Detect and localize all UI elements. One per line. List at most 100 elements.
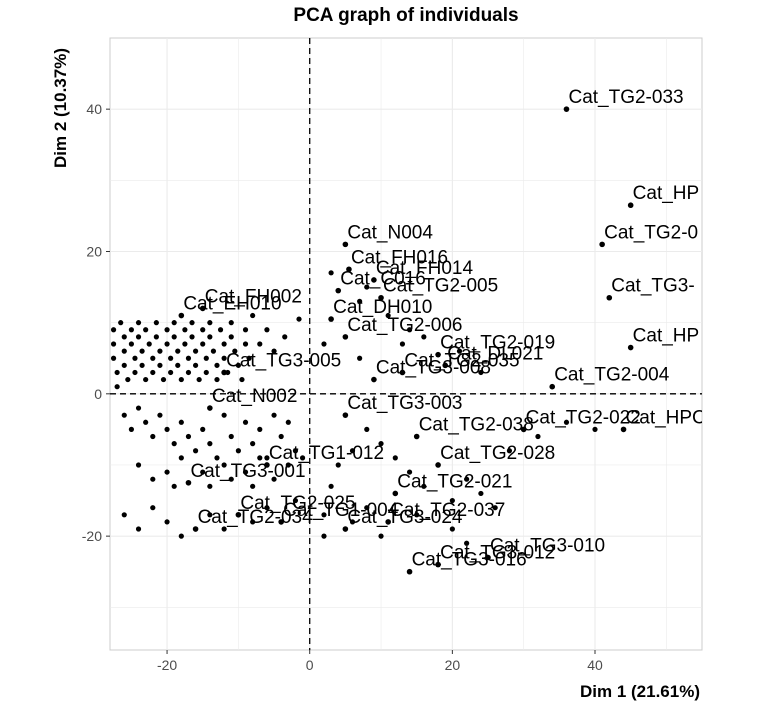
data-point xyxy=(328,270,334,276)
data-point xyxy=(278,433,284,440)
data-point xyxy=(214,362,220,368)
data-point xyxy=(271,412,277,418)
data-point xyxy=(214,455,220,461)
plot-area: Cat_TG2-033 Cat_HP Cat_TG2-0 Cat_TG3- Cat_HP… xyxy=(109,37,703,651)
point-label: Cat_TG2-025 xyxy=(240,493,355,514)
point-label: Cat_TG2-004 xyxy=(554,365,670,386)
data-point xyxy=(385,312,391,319)
data-point xyxy=(271,476,277,482)
data-point xyxy=(164,519,170,525)
data-point xyxy=(200,426,206,432)
point-label: Cat_HP xyxy=(633,326,700,347)
point-label: Cat_TG1-012 xyxy=(269,443,384,464)
data-point xyxy=(185,369,192,376)
data-point xyxy=(378,533,384,539)
data-point xyxy=(214,376,220,383)
data-point xyxy=(257,426,263,432)
data-point xyxy=(128,327,134,333)
y-tick-label: 20 xyxy=(86,243,102,259)
data-point xyxy=(335,287,342,294)
point-label: Cat_TG3-008 xyxy=(376,358,491,379)
data-point xyxy=(285,419,291,425)
data-point xyxy=(175,348,181,354)
data-point xyxy=(235,511,242,518)
x-axis-label: Dim 1 (21.61%) xyxy=(580,682,700,701)
data-point xyxy=(157,348,163,354)
data-point xyxy=(178,312,185,319)
data-point xyxy=(168,355,174,361)
data-point xyxy=(153,334,159,340)
data-point xyxy=(139,348,145,354)
data-point xyxy=(242,419,249,425)
data-point xyxy=(342,412,349,418)
data-point xyxy=(435,351,441,358)
data-point xyxy=(232,348,238,354)
data-point xyxy=(285,462,291,468)
data-point xyxy=(135,320,142,326)
data-point xyxy=(371,376,377,383)
point-label: Cat_TG2-038 xyxy=(419,415,534,436)
data-point xyxy=(563,419,570,425)
point-label: Cat_TG3-012 xyxy=(440,543,555,564)
data-point xyxy=(203,369,209,376)
data-point xyxy=(321,512,327,518)
data-point xyxy=(413,433,420,440)
point-label: Cat_TG2-028 xyxy=(440,443,555,464)
data-point xyxy=(110,327,117,333)
data-point xyxy=(606,294,613,301)
data-point xyxy=(406,568,413,575)
data-point xyxy=(150,355,156,361)
data-point xyxy=(349,519,356,525)
data-point xyxy=(627,202,634,209)
data-point xyxy=(492,505,498,511)
data-point xyxy=(178,419,184,425)
data-point xyxy=(135,405,142,411)
reference-lines xyxy=(110,38,702,650)
data-point xyxy=(456,348,463,354)
data-point xyxy=(328,483,334,489)
point-label: Cat_FH002 xyxy=(205,286,302,307)
data-point xyxy=(192,448,199,454)
data-point xyxy=(228,320,234,326)
data-point xyxy=(143,327,149,333)
data-point xyxy=(242,327,249,333)
data-point xyxy=(185,433,192,440)
data-point xyxy=(250,519,256,525)
point-label: Cat_DH010 xyxy=(333,297,432,318)
data-point xyxy=(346,266,352,273)
y-tick-label: 0 xyxy=(94,386,102,402)
data-point xyxy=(121,348,127,354)
data-point xyxy=(299,455,306,461)
data-point xyxy=(435,462,441,468)
data-point xyxy=(250,483,256,489)
data-point xyxy=(242,341,249,347)
data-point xyxy=(128,341,134,347)
data-point xyxy=(563,106,570,112)
data-point xyxy=(378,294,384,301)
data-point xyxy=(189,320,195,326)
data-point xyxy=(292,497,299,504)
data-point xyxy=(118,320,124,326)
data-point xyxy=(478,490,484,497)
data-point xyxy=(178,455,184,461)
data-point xyxy=(264,462,270,468)
point-label: Cat_HP xyxy=(633,183,700,204)
data-point xyxy=(406,327,413,333)
data-point xyxy=(207,512,213,518)
data-point xyxy=(200,469,206,475)
point-label: Cat_TG3-016 xyxy=(412,550,527,571)
data-point xyxy=(357,355,363,361)
data-point xyxy=(168,369,174,376)
data-point xyxy=(146,341,152,347)
data-point xyxy=(321,341,327,347)
data-point xyxy=(221,369,227,376)
data-point xyxy=(182,327,188,333)
data-point xyxy=(199,305,206,312)
data-point xyxy=(242,469,249,475)
data-point xyxy=(342,241,349,248)
data-point xyxy=(371,277,377,283)
data-point xyxy=(520,426,527,433)
data-point xyxy=(221,341,227,347)
data-point xyxy=(282,334,288,340)
